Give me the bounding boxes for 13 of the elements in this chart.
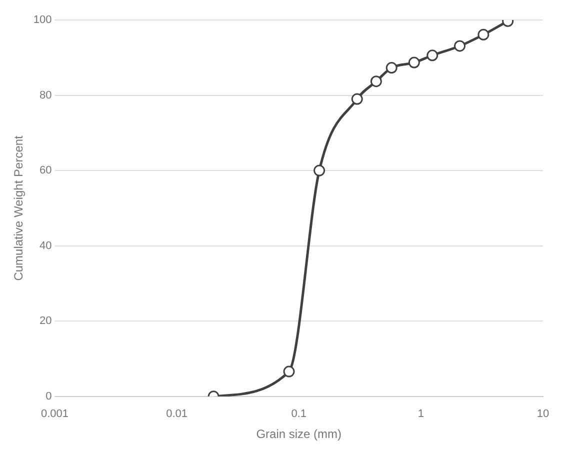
y-tick-label: 20 (40, 315, 52, 328)
x-tick-label: 0.001 (40, 408, 69, 420)
y-tick-label: 60 (40, 164, 52, 177)
y-tick-label: 80 (40, 89, 52, 102)
y-tick-label: 0 (46, 390, 52, 402)
y-tick-label: 100 (33, 14, 52, 26)
x-tick-label: 0.01 (166, 408, 188, 420)
x-axis-title: Grain size (mm) (256, 427, 342, 442)
x-tick-label: 10 (536, 408, 550, 420)
y-tick-label: 40 (40, 240, 52, 252)
y-axis-title: Cumulative Weight Percent (12, 134, 26, 281)
x-tick-label: 1 (418, 408, 424, 420)
x-tick-label: 0.1 (291, 408, 307, 420)
